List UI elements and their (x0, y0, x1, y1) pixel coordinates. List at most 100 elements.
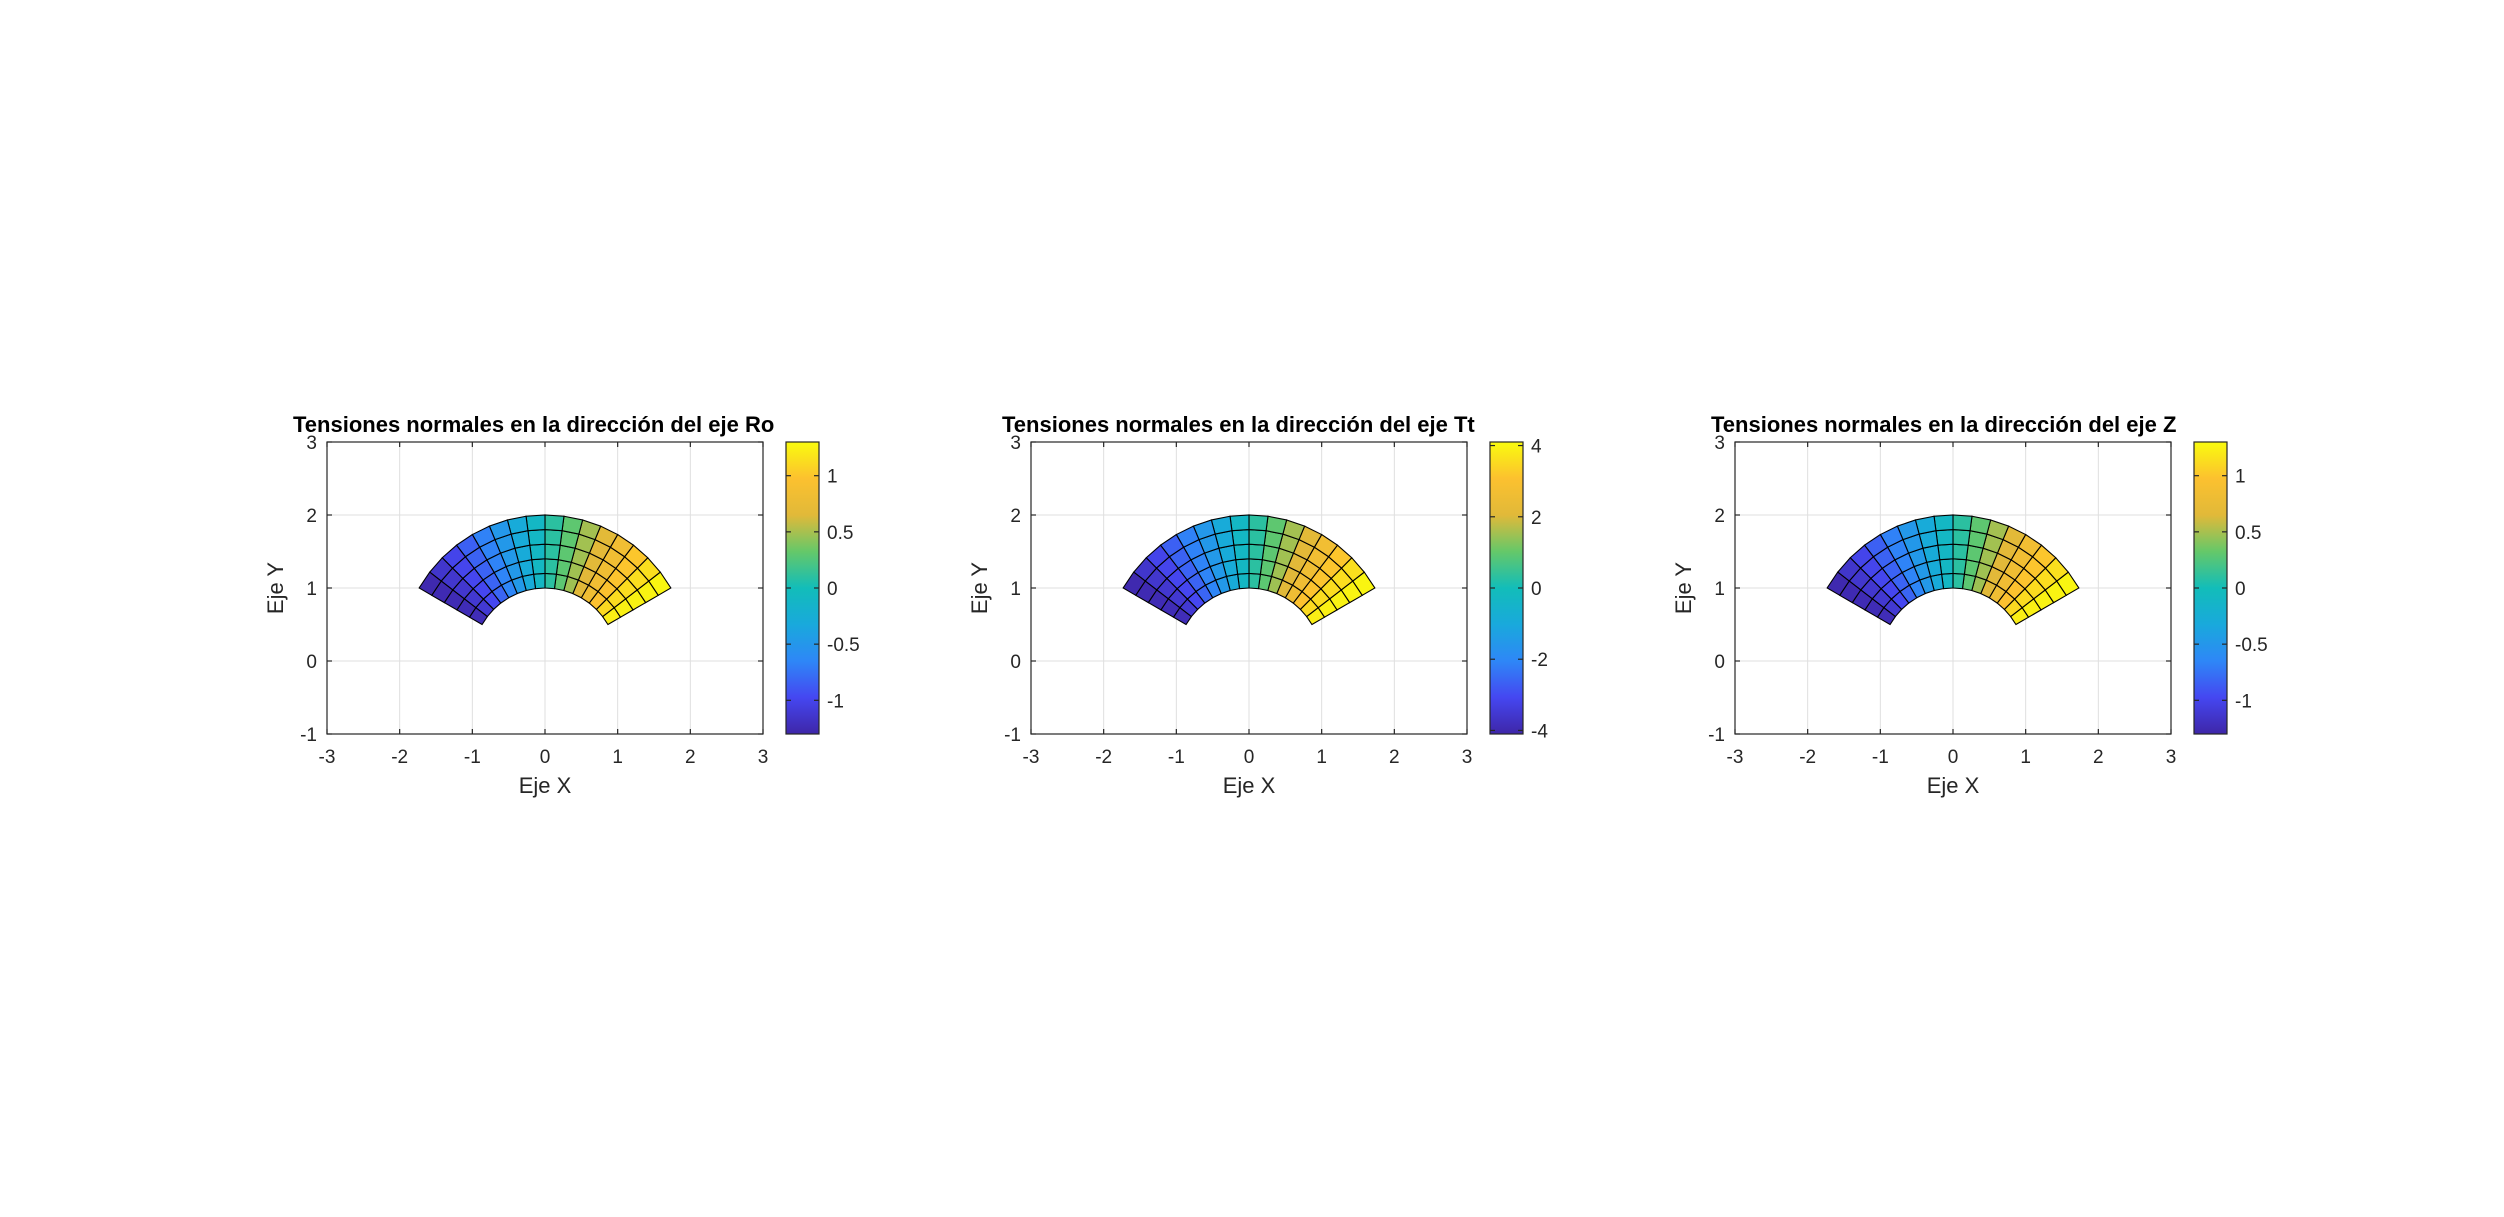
mesh-cell (1937, 543, 1954, 561)
x-tick-label: 3 (1462, 747, 1473, 768)
mesh-cell (1969, 515, 1992, 535)
x-tick-label: 1 (1316, 747, 1327, 768)
x-tick-label: 1 (612, 747, 623, 768)
y-tick-label: 0 (1010, 652, 1021, 673)
mesh-cell (544, 572, 558, 590)
x-axis-label: Eje X (519, 773, 572, 798)
chart-title: Tensiones normales en la dirección del e… (1711, 412, 2176, 437)
mesh-cell (1248, 529, 1267, 546)
x-tick-label: 0 (1244, 747, 1255, 768)
x-axis-label: Eje X (1223, 773, 1276, 798)
panel-3: -3 -2 -1 0 1 2 3 -1 0 1 2 3 Eje X Eje Y Tensiones norm… (1671, 412, 2268, 798)
x-tick-label: 0 (1948, 747, 1959, 768)
mesh-cell (1952, 514, 1973, 532)
mesh-cell (1248, 543, 1265, 561)
x-tick-label: 1 (2020, 747, 2031, 768)
colorbar-tick-label: 0 (827, 579, 838, 600)
mesh-cell (418, 571, 442, 597)
x-tick-label: -1 (1872, 747, 1889, 768)
mesh-cell (561, 515, 584, 535)
mesh-cell (1231, 529, 1250, 546)
x-tick-label: -2 (391, 747, 408, 768)
y-axis-label: Eje Y (1671, 562, 1696, 615)
mesh-cell (1248, 514, 1269, 532)
colorbar-tick-label: 0 (1531, 579, 1542, 600)
colorbar-tick-label: -2 (1531, 650, 1548, 671)
mesh (418, 514, 672, 626)
colorbar-tick-label: 2 (1531, 508, 1542, 529)
x-tick-label: -2 (1799, 747, 1816, 768)
y-tick-label: 1 (1010, 579, 1021, 600)
mesh-cell (1265, 515, 1288, 535)
mesh-cell (1952, 558, 1967, 575)
mesh-cell (1952, 543, 1969, 561)
colorbar-tick-label: -0.5 (2235, 635, 2268, 656)
y-tick-label: 2 (1714, 506, 1725, 527)
y-tick-label: 2 (1010, 506, 1021, 527)
x-tick-label: 3 (2166, 747, 2177, 768)
mesh (1826, 514, 2080, 626)
colorbar-tick-label: 4 (1531, 437, 1542, 458)
mesh-cell (544, 529, 563, 546)
x-tick-label: 2 (1389, 747, 1400, 768)
x-tick-label: -2 (1095, 747, 1112, 768)
x-tick-label: -1 (464, 747, 481, 768)
y-tick-label: -1 (1708, 725, 1725, 746)
mesh-cell (544, 514, 565, 532)
colorbar: -4 -2 0 2 4 (1489, 437, 1548, 742)
y-tick-label: 0 (1714, 652, 1725, 673)
mesh-cell (1233, 543, 1250, 561)
colorbar-tick-label: 1 (827, 467, 838, 488)
panel-2: -3 -2 -1 0 1 2 3 -1 0 1 2 3 Eje X Eje Y Tensiones norm… (967, 412, 1548, 798)
mesh-cell (525, 514, 546, 532)
y-tick-label: 0 (306, 652, 317, 673)
x-tick-label: 2 (2093, 747, 2104, 768)
chart-title: Tensiones normales en la dirección del e… (1002, 412, 1475, 437)
mesh-cell (527, 529, 546, 546)
colorbar-tick-label: -4 (1531, 721, 1548, 742)
x-tick-label: 2 (685, 747, 696, 768)
y-axis-label: Eje Y (263, 562, 288, 615)
panel-1: -3 -2 -1 0 1 2 3 -1 0 1 2 3 Eje X Eje Y Tensiones norm… (263, 412, 860, 798)
colorbar: -1 -0.5 0 0.5 1 (785, 441, 860, 735)
y-tick-label: 3 (1714, 433, 1725, 454)
y-tick-label: 1 (1714, 579, 1725, 600)
colorbar-gradient (786, 442, 819, 734)
x-tick-label: -3 (319, 747, 336, 768)
colorbar-tick-label: -1 (2235, 691, 2252, 712)
mesh-cell (1952, 529, 1971, 546)
mesh-cell (1935, 529, 1954, 546)
colorbar-tick-label: 0.5 (827, 523, 853, 544)
colorbar-tick-label: -0.5 (827, 635, 860, 656)
colorbar-tick-label: 0 (2235, 579, 2246, 600)
colorbar-gradient (2194, 442, 2227, 734)
x-tick-label: -3 (1727, 747, 1744, 768)
mesh-cell (1933, 514, 1954, 532)
colorbar-tick-label: 0.5 (2235, 523, 2261, 544)
x-tick-label: -3 (1023, 747, 1040, 768)
y-tick-label: 1 (306, 579, 317, 600)
chart-title: Tensiones normales en la dirección del e… (293, 412, 774, 437)
y-tick-label: 2 (306, 506, 317, 527)
colorbar-tick-label: 1 (2235, 467, 2246, 488)
mesh-cell (1229, 514, 1250, 532)
mesh-cell (544, 543, 561, 561)
mesh-cell (1248, 558, 1263, 575)
x-axis-label: Eje X (1927, 773, 1980, 798)
colorbar-gradient (1490, 442, 1523, 734)
mesh-cell (1952, 572, 1966, 590)
mesh-cell (544, 558, 559, 575)
mesh-cell (1826, 571, 1850, 597)
colorbar: -1 -0.5 0 0.5 1 (2193, 441, 2268, 735)
y-tick-label: -1 (300, 725, 317, 746)
mesh (1122, 514, 1376, 626)
mesh-cell (1122, 571, 1146, 597)
mesh-cell (1248, 572, 1262, 590)
mesh-cell (529, 543, 546, 561)
y-tick-label: -1 (1004, 725, 1021, 746)
x-tick-label: 3 (758, 747, 769, 768)
colorbar-tick-label: -1 (827, 691, 844, 712)
y-tick-label: 3 (1010, 433, 1021, 454)
y-axis-label: Eje Y (967, 562, 992, 615)
